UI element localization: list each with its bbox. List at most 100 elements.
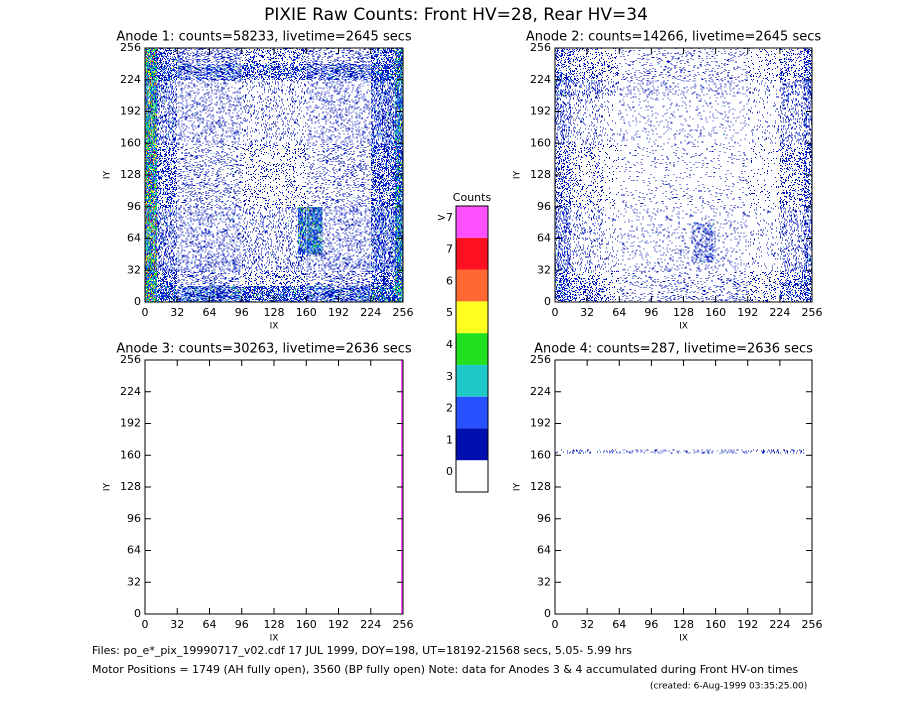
count-pixels: [145, 254, 158, 286]
count-pixels: [145, 79, 158, 207]
y-tick-label: 64: [127, 544, 141, 557]
y-tick-label: 160: [530, 448, 551, 461]
count-pixels: [715, 71, 780, 96]
count-pixels: [555, 223, 567, 262]
count-pixels: [394, 287, 404, 302]
y-tick-label: 224: [120, 73, 141, 86]
count-pixels: [395, 56, 397, 58]
count-pixels: [394, 286, 404, 302]
heatmap-cell: [370, 254, 395, 287]
count-pixels: [394, 48, 404, 64]
heatmap-cell: [298, 79, 323, 207]
heatmap-cell: [322, 206, 371, 255]
count-pixels: [571, 222, 604, 263]
count-pixels: [715, 262, 778, 279]
count-pixels: [555, 222, 572, 263]
count-pixels: [145, 254, 158, 287]
heatmap-cell: [177, 286, 242, 302]
x-tick-label: 0: [552, 618, 559, 631]
y-tick-label: 64: [537, 544, 551, 557]
count-pixels: [173, 66, 175, 68]
panel-title: Anode 3: counts=30263, livetime=2636 sec…: [116, 342, 412, 357]
heatmap-cell: [571, 71, 604, 96]
heatmap-cell: [241, 286, 299, 302]
count-pixels: [394, 286, 404, 302]
count-pixels: [571, 71, 604, 96]
count-pixels: [804, 222, 812, 263]
heatmap-cell: [603, 278, 692, 302]
y-tick-label: 256: [120, 353, 141, 366]
count-pixels: [298, 254, 323, 287]
count-pixels: [157, 206, 178, 255]
count-pixels: [145, 48, 158, 64]
heatmap-cell: [157, 79, 178, 207]
heatmap-cell: [603, 222, 692, 263]
heatmap-cell: [394, 63, 404, 80]
count-pixels: [779, 262, 804, 279]
count-pixels: [804, 262, 812, 277]
count-pixels: [399, 66, 401, 68]
colorbar-swatch: [456, 396, 488, 429]
heatmap-cell: [322, 63, 371, 80]
count-pixels: [394, 206, 404, 255]
count-pixels: [779, 278, 804, 301]
count-pixels: [177, 286, 242, 302]
count-pixels: [145, 48, 157, 63]
heatmap-cell: [322, 286, 371, 302]
count-pixels: [146, 51, 158, 62]
count-pixels: [555, 95, 572, 223]
heatmap-cell: [370, 48, 395, 64]
count-pixels: [157, 63, 178, 80]
heatmap-cell: [571, 278, 604, 302]
x-tick-label: 160: [705, 306, 726, 319]
heatmap-cell: [370, 206, 395, 255]
count-pixels: [633, 275, 635, 277]
count-pixels: [555, 71, 572, 96]
x-tick-label: 192: [737, 618, 758, 631]
x-tick-label: 224: [360, 618, 381, 631]
heatmap-cell: [779, 278, 804, 302]
count-pixels: [804, 278, 812, 301]
colorbar-label: 6: [446, 274, 453, 287]
heatmap-cell: [715, 48, 780, 72]
heatmap-cell: [555, 222, 572, 263]
count-pixels: [379, 285, 381, 287]
heatmap-cell: [691, 278, 716, 302]
count-pixels: [370, 48, 395, 64]
heatmap-cell: [715, 71, 780, 96]
x-tick-label: 0: [552, 306, 559, 319]
count-pixels: [555, 71, 572, 96]
heatmap-cell: [715, 278, 780, 302]
heatmap-cell: [177, 48, 242, 64]
y-tick-label: 128: [120, 480, 141, 493]
heatmap-cell: [145, 254, 158, 287]
count-pixels: [555, 449, 804, 454]
heatmap-cell: [804, 48, 812, 72]
count-pixels: [180, 286, 242, 302]
heatmap-cell: [571, 95, 604, 223]
x-tick-label: 224: [769, 618, 790, 631]
count-pixels: [555, 278, 572, 302]
count-pixels: [779, 71, 804, 96]
count-pixels: [177, 254, 242, 287]
heatmap-cell: [157, 206, 178, 255]
colorbar-swatch: [456, 333, 488, 365]
count-pixels: [666, 82, 668, 84]
x-tick-label: 64: [612, 306, 626, 319]
count-pixels: [145, 63, 158, 80]
colorbar-label: 5: [446, 306, 453, 319]
count-pixels: [145, 48, 158, 64]
plot-frame: [554, 359, 813, 615]
heatmap-cell: [177, 79, 242, 207]
count-pixels: [796, 266, 799, 274]
count-pixels: [603, 48, 692, 72]
count-pixels: [277, 71, 279, 73]
count-pixels: [603, 71, 692, 96]
count-pixels: [324, 212, 367, 251]
count-pixels: [147, 261, 158, 266]
count-pixels: [322, 286, 371, 302]
count-pixels: [157, 286, 178, 302]
y-tick-label: 32: [537, 263, 551, 276]
count-pixels: [298, 63, 323, 80]
count-pixels: [721, 105, 725, 136]
